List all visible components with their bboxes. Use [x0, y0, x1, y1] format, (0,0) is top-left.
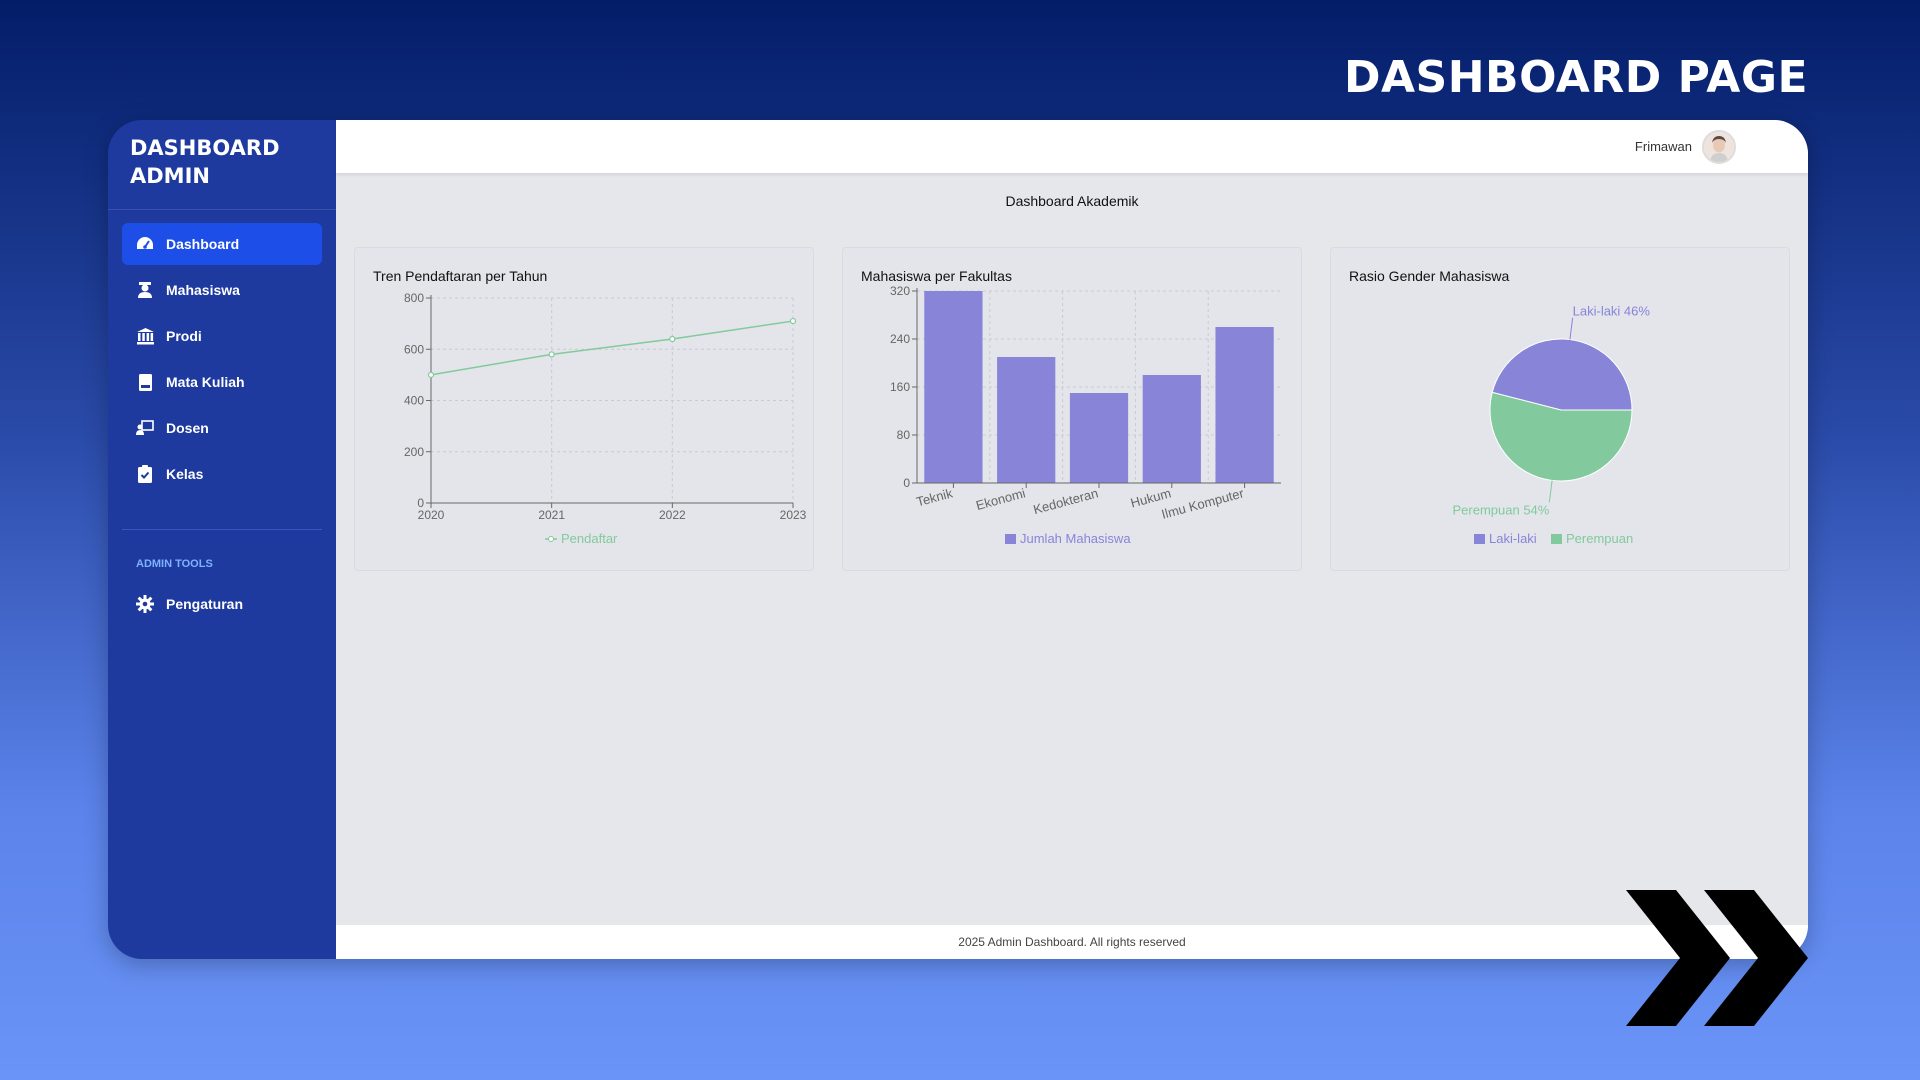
legend-swatch [1474, 534, 1485, 544]
gauge-icon [136, 235, 154, 253]
bar-chart-title: Mahasiswa per Fakultas [861, 268, 1012, 284]
double-chevron-right-icon [1626, 890, 1808, 1026]
sidebar-item-mahasiswa[interactable]: Mahasiswa [122, 269, 322, 311]
admin-tools-nav: Pengaturan [108, 583, 336, 625]
chart-cards: Tren Pendaftaran per Tahun 0 200 400 600 800… [354, 247, 1790, 571]
sidebar: DASHBOARD ADMIN Dashboard Mahasiswa Pr [108, 120, 336, 959]
main-content: Frimawan Dashboard Akademik Tren Pendaft… [336, 120, 1808, 959]
chart-card-pie: Rasio Gender Mahasiswa Laki-laki 46% Pere… [1330, 247, 1790, 571]
pie-slice-label: Laki-laki 46% [1573, 304, 1651, 319]
y-tick-label: 240 [890, 332, 910, 346]
legend-marker [548, 536, 554, 542]
book-icon [136, 373, 154, 391]
sidebar-item-prodi[interactable]: Prodi [122, 315, 322, 357]
data-point[interactable] [789, 317, 797, 325]
sidebar-item-label: Mahasiswa [166, 282, 240, 298]
sidebar-item-mata-kuliah[interactable]: Mata Kuliah [122, 361, 322, 403]
y-tick-label: 0 [417, 496, 424, 510]
chalkboard-teacher-icon [136, 419, 154, 437]
banner-title: DASHBOARD PAGE [1343, 52, 1808, 103]
y-tick-label: 400 [404, 394, 424, 408]
chart-card-bar: Mahasiswa per Fakultas 0 80 160 240 320 Tekni… [842, 247, 1302, 571]
x-tick-label: 2022 [659, 508, 686, 522]
sidebar-item-label: Pengaturan [166, 596, 244, 612]
x-tick-label: Ekonomi [974, 485, 1027, 513]
x-tick-label: Ilmu Komputer [1160, 485, 1246, 522]
topbar: Frimawan [336, 120, 1808, 173]
sidebar-item-kelas[interactable]: Kelas [122, 453, 322, 495]
pie-label-line [1569, 317, 1574, 340]
app-window: DASHBOARD ADMIN Dashboard Mahasiswa Pr [108, 120, 1808, 959]
sidebar-item-dashboard[interactable]: Dashboard [122, 223, 322, 265]
pie-chart-title: Rasio Gender Mahasiswa [1349, 268, 1510, 284]
pie-chart: Laki-laki 46% Perempuan 54% Laki-laki Perem… [1453, 304, 1651, 546]
y-tick-label: 0 [903, 476, 910, 490]
clipboard-check-icon [136, 465, 154, 483]
x-tick-label: Teknik [915, 485, 955, 509]
x-tick-label: 2020 [418, 508, 445, 522]
legend-label[interactable]: Pendaftar [561, 531, 618, 546]
series-line [430, 320, 794, 376]
data-point[interactable] [548, 351, 555, 358]
x-tick-label: 2023 [780, 508, 807, 522]
legend-label[interactable]: Perempuan [1566, 531, 1633, 546]
bar[interactable] [1215, 327, 1274, 483]
sidebar-item-label: Mata Kuliah [166, 374, 245, 390]
sidebar-item-label: Dashboard [166, 236, 240, 252]
bar[interactable] [997, 357, 1056, 483]
sidebar-item-label: Kelas [166, 466, 204, 482]
y-tick-label: 200 [404, 445, 424, 459]
admin-tools-heading: ADMIN TOOLS [136, 558, 213, 570]
sidebar-item-label: Prodi [166, 328, 202, 344]
page-title: Dashboard Akademik [1005, 193, 1139, 209]
y-tick-label: 80 [897, 428, 911, 442]
brand-line1: DASHBOARD [130, 136, 280, 160]
sidebar-item-label: Dosen [166, 420, 209, 436]
avatar[interactable] [1702, 129, 1736, 164]
pie-slice-label: Perempuan 54% [1453, 502, 1550, 517]
brand: DASHBOARD ADMIN [108, 120, 336, 210]
y-tick-label: 320 [890, 284, 910, 298]
x-tick-label: 2021 [538, 508, 565, 522]
pie-slice[interactable] [1489, 391, 1633, 482]
brand-line2: ADMIN [130, 164, 210, 188]
student-icon [136, 281, 154, 299]
y-tick-label: 160 [890, 380, 910, 394]
pie-slice[interactable] [1491, 338, 1633, 411]
pie-label-line [1548, 480, 1553, 503]
footer-text: 2025 Admin Dashboard. All rights reserve… [958, 935, 1186, 949]
data-point[interactable] [427, 371, 435, 378]
legend-label[interactable]: Jumlah Mahasiswa [1020, 531, 1131, 546]
username[interactable]: Frimawan [1634, 139, 1692, 154]
chart-card-line: Tren Pendaftaran per Tahun 0 200 400 600 800… [354, 247, 814, 571]
line-chart-title: Tren Pendaftaran per Tahun [373, 268, 548, 284]
legend-swatch [1551, 534, 1562, 544]
data-point[interactable] [669, 335, 676, 343]
sidebar-item-pengaturan[interactable]: Pengaturan [122, 583, 322, 625]
sidebar-nav: Dashboard Mahasiswa Prodi Mata Kuliah [108, 223, 336, 495]
sidebar-divider [122, 529, 322, 530]
gear-icon [136, 595, 154, 613]
bar[interactable] [1069, 393, 1129, 483]
x-tick-label: Kedokteran [1032, 485, 1100, 517]
legend-label[interactable]: Laki-laki [1489, 531, 1537, 546]
sidebar-item-dosen[interactable]: Dosen [122, 407, 322, 449]
bar[interactable] [924, 291, 983, 483]
legend-swatch [1005, 534, 1016, 544]
footer: 2025 Admin Dashboard. All rights reserve… [336, 925, 1808, 959]
y-tick-label: 600 [404, 342, 424, 356]
line-chart: 0 200 400 600 800 2020 2021 2022 2023 Pendaftar [404, 291, 807, 546]
building-columns-icon [136, 327, 154, 345]
y-tick-label: 800 [404, 291, 424, 305]
bar[interactable] [1142, 375, 1201, 483]
